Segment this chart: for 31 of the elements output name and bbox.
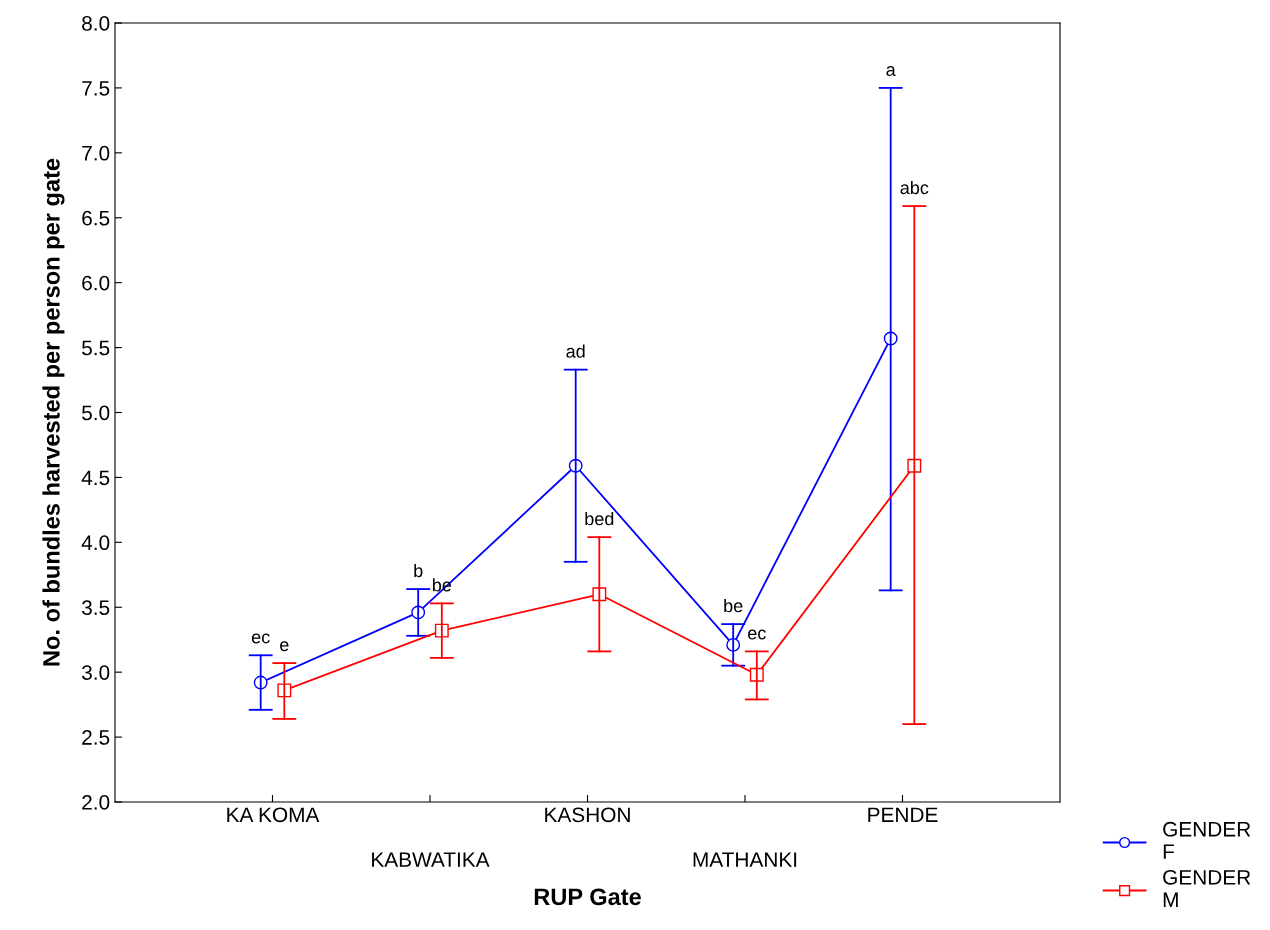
x-axis-title: RUP Gate — [534, 888, 641, 906]
y-tick-label: 5.5 — [82, 340, 110, 356]
y-tick-label: 8.0 — [82, 16, 110, 31]
legend-label: GENDER M — [1163, 869, 1251, 907]
x-tick-label: PENDE — [868, 807, 938, 822]
y-tick-label: 3.0 — [81, 665, 110, 680]
x-tick-label: KA KOMA — [227, 807, 320, 823]
annotation: ec — [748, 629, 766, 640]
annotation: b — [414, 563, 423, 578]
x-tick-label: KABWATIKA — [372, 852, 490, 867]
annotation: ad — [566, 344, 585, 358]
annotation: abc — [900, 180, 929, 195]
y-tick-label: 4.5 — [81, 470, 110, 486]
y-tick-label: 7.5 — [82, 81, 110, 96]
y-tick-label: 3.5 — [81, 600, 110, 615]
y-axis-title: No. of bundles harvested per person per gate — [42, 158, 65, 666]
y-tick-label: 5.0 — [82, 405, 110, 421]
annotation: be — [724, 598, 743, 613]
y-tick-label: 6.0 — [82, 275, 110, 291]
annotation: bed — [585, 511, 614, 526]
y-tick-label: 4.0 — [81, 535, 110, 551]
y-tick-label: 2.0 — [82, 795, 110, 810]
x-tick-label: KASHON — [545, 807, 630, 823]
y-tick-label: 7.0 — [82, 145, 110, 161]
legend-label: GENDER F — [1163, 821, 1251, 859]
annotation: e — [280, 641, 289, 652]
y-tick-label: 6.5 — [82, 210, 110, 226]
annotation: a — [886, 66, 896, 77]
y-tick-label: 2.5 — [82, 730, 110, 745]
annotation: ec — [251, 633, 270, 644]
x-tick-label: MATHANKI — [693, 852, 797, 867]
